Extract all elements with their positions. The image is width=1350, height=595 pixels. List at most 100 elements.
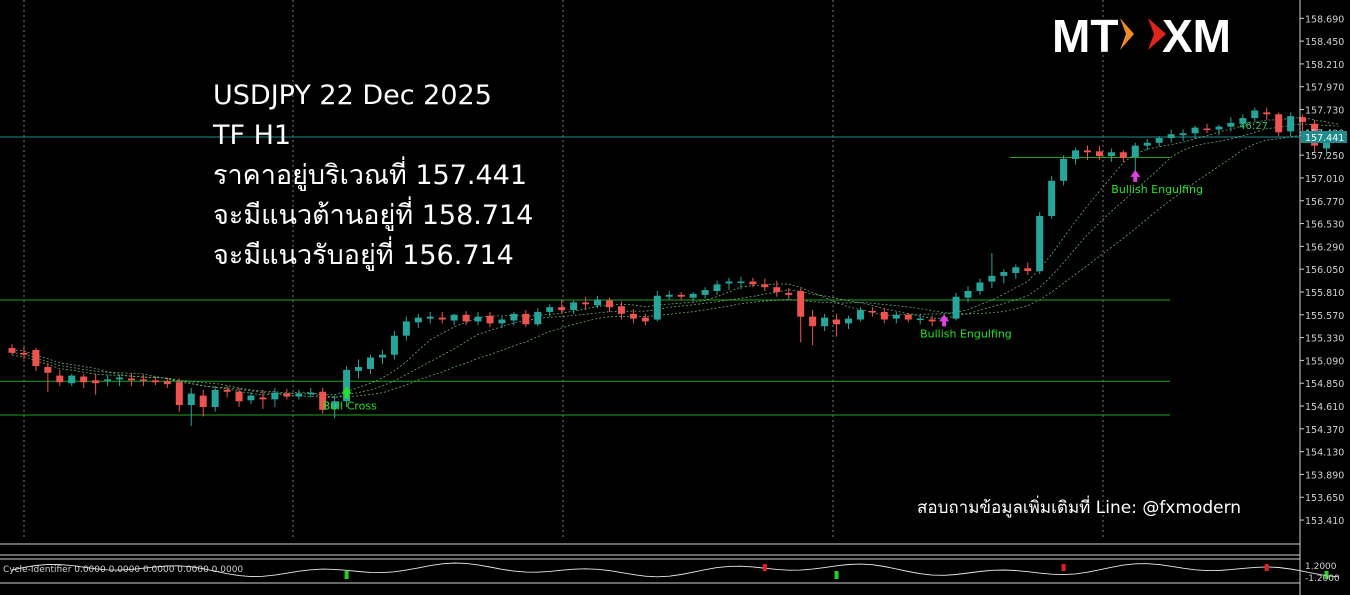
candle xyxy=(1239,114,1247,127)
candle xyxy=(1227,117,1235,132)
axis-tick-label: 157.970 xyxy=(1305,83,1344,94)
candle xyxy=(390,330,398,360)
axis-tick-label: 154.130 xyxy=(1305,448,1344,459)
candle-body xyxy=(151,380,159,383)
candle-body xyxy=(498,319,506,324)
candle xyxy=(761,278,769,292)
candle-body xyxy=(139,379,147,381)
candle-body xyxy=(1012,267,1020,273)
axis-tick-label: 154.370 xyxy=(1305,425,1344,436)
axis-tick-label: 154.610 xyxy=(1305,402,1344,413)
candle xyxy=(617,301,625,320)
candle xyxy=(1060,155,1068,186)
annotation-label-0: Bull Cross xyxy=(323,400,378,413)
candle-body xyxy=(307,392,315,395)
candle xyxy=(104,374,112,387)
axis-tick-label: 156.290 xyxy=(1305,242,1344,253)
candle xyxy=(833,313,841,337)
candle xyxy=(880,308,888,324)
candle-body xyxy=(235,391,243,402)
candle-body xyxy=(606,300,613,308)
candle-body xyxy=(594,299,602,306)
candle-body xyxy=(1179,133,1187,136)
candle-body xyxy=(8,348,16,353)
candle-body xyxy=(1036,215,1044,272)
candle-body xyxy=(1215,126,1223,130)
candle-body xyxy=(1275,114,1283,133)
analysis-resistance: จะมีแนวต้านอยู่ที่ 158.714 xyxy=(213,200,534,231)
logo-arrow-icon xyxy=(1120,18,1134,50)
candle xyxy=(426,311,434,324)
ma-line-2 xyxy=(11,132,1339,398)
candle-body xyxy=(1191,127,1199,134)
candle xyxy=(367,354,374,374)
cycle-red-mark xyxy=(1264,564,1269,571)
candle xyxy=(1131,142,1139,175)
candle-body xyxy=(319,391,327,410)
candle xyxy=(856,307,864,322)
candle-body xyxy=(582,302,590,305)
candle xyxy=(1275,112,1283,137)
candle xyxy=(1072,147,1080,165)
cycle-green-mark xyxy=(1324,571,1329,579)
candle-body xyxy=(534,311,542,325)
candle-body xyxy=(1239,118,1247,124)
candle xyxy=(247,391,255,405)
candle-body xyxy=(1323,138,1330,149)
candle xyxy=(163,377,171,388)
logo-mt: MT xyxy=(1052,10,1118,60)
up-arrow-icon xyxy=(341,386,352,399)
candle xyxy=(1036,212,1044,274)
candle-body xyxy=(223,389,231,392)
candle-body xyxy=(295,393,303,397)
candle xyxy=(1024,262,1032,275)
vertical-grid xyxy=(23,0,1104,540)
candle-body xyxy=(343,369,351,402)
candle-body xyxy=(1251,110,1259,119)
candle-body xyxy=(1299,117,1307,122)
candle-body xyxy=(1263,112,1271,115)
candle xyxy=(68,373,76,387)
candle xyxy=(749,277,757,288)
candle xyxy=(307,387,315,398)
candle xyxy=(1084,145,1091,160)
axis-tick-label: 155.090 xyxy=(1305,356,1344,367)
candle xyxy=(594,295,602,309)
candle-body xyxy=(1072,150,1080,159)
candle xyxy=(785,288,793,300)
logo-xm-arrow-icon xyxy=(1148,18,1166,50)
candle xyxy=(8,344,16,355)
candle xyxy=(44,363,52,392)
annotations: Bull Cross Bullish Engulfing Bullish Engul… xyxy=(323,169,1203,413)
candle xyxy=(1251,107,1259,122)
candle xyxy=(175,378,183,412)
logo-xm: XM xyxy=(1162,10,1231,60)
candle xyxy=(343,366,351,407)
candle xyxy=(641,313,649,326)
candle xyxy=(928,315,936,327)
candle xyxy=(1215,124,1223,136)
candle-body xyxy=(833,319,841,325)
candle xyxy=(20,347,28,360)
candle-body xyxy=(845,318,852,324)
candle xyxy=(283,388,291,400)
price-axis: 158.690 158.450 158.210 157.970 157.730 157.4… xyxy=(1299,0,1347,595)
candle xyxy=(510,311,518,326)
candle-body xyxy=(904,314,912,320)
candle-body xyxy=(677,294,685,297)
candle xyxy=(988,253,996,289)
axis-tick-label: 157.250 xyxy=(1305,151,1344,162)
candle-body xyxy=(20,352,28,355)
moving-averages xyxy=(11,117,1339,399)
candle xyxy=(331,395,339,419)
candle xyxy=(319,387,327,414)
candle-body xyxy=(211,389,219,407)
candle xyxy=(629,309,637,324)
candle-body xyxy=(1107,152,1115,157)
candle xyxy=(414,313,422,329)
candle xyxy=(725,277,733,291)
axis-tick-label: 155.570 xyxy=(1305,311,1344,322)
candle-body xyxy=(331,401,339,409)
analysis-text: USDJPY 22 Dec 2025 TF H1 ราคาอยู่บริเวณท… xyxy=(213,76,533,276)
